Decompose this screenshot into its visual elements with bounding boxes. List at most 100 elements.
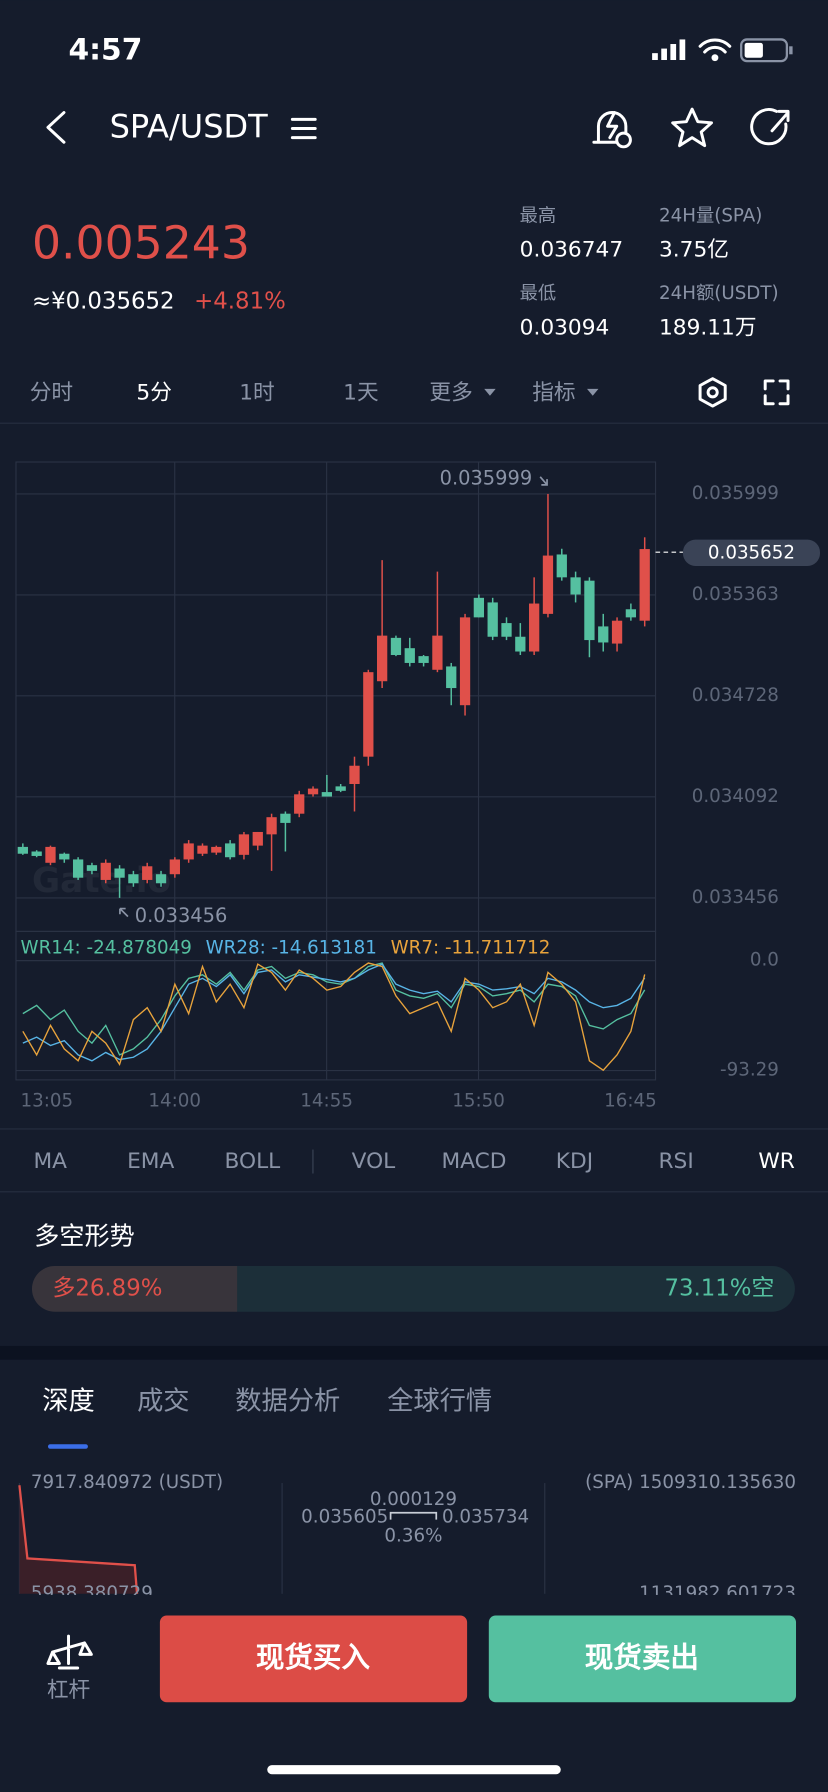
candle-body [363, 672, 374, 757]
pair-title[interactable]: SPA/USDT [110, 108, 268, 146]
fullscreen-icon[interactable] [763, 379, 790, 406]
x-tick-label: 13:05 [21, 1091, 74, 1112]
short-label: 73.11%空 [664, 1275, 774, 1301]
candle-body [142, 866, 153, 880]
timeframe-tab[interactable]: 指标 [532, 380, 575, 405]
candle-body [155, 874, 167, 884]
depth-buy-total: 7917.840972 (USDT) [31, 1472, 223, 1493]
indicator-line [22, 963, 646, 1062]
x-tick-label: 15:50 [452, 1091, 505, 1112]
timeframe-tab[interactable]: 1天 [343, 380, 379, 405]
timeframe-tab[interactable]: 分时 [30, 380, 73, 405]
y-tick-label: 0.035363 [692, 584, 779, 605]
stat-label: 最低 [520, 283, 557, 304]
timeframe-tab[interactable]: 5分 [136, 380, 172, 405]
candle-body [501, 623, 512, 637]
candle-body [252, 831, 263, 846]
candle-body [100, 862, 111, 880]
long-label: 多26.89% [53, 1275, 163, 1301]
section-tab[interactable]: 成交 [137, 1386, 190, 1416]
stat-value: 0.03094 [520, 315, 610, 340]
candle-body [376, 635, 388, 682]
depth-chart [18, 1483, 546, 1594]
y-tick-label: 0.033456 [692, 887, 779, 908]
candle-body [321, 792, 332, 797]
pair-menu-icon[interactable] [290, 117, 317, 140]
y-tick-label: -93.29 [720, 1060, 779, 1081]
indicator-line [22, 962, 646, 1056]
chart-frame [15, 461, 657, 1081]
y-tick-label: 0.034728 [692, 685, 779, 706]
candle-body [72, 859, 84, 878]
candle-body [86, 865, 98, 871]
candle-body [432, 635, 443, 670]
buy-label[interactable]: 现货买入 [256, 1640, 371, 1674]
leverage-label[interactable]: 杠杆 [47, 1678, 90, 1703]
alert-icon[interactable] [592, 111, 632, 149]
depth-spread: 0.000129 [370, 1489, 457, 1510]
legend-entry: WR14: -24.878049 [21, 938, 192, 959]
candle-body [266, 817, 277, 835]
low-annotation: 0.033456 [135, 904, 228, 927]
candle-body [349, 765, 360, 784]
section-tab[interactable]: 深度 [42, 1386, 95, 1416]
favorite-icon[interactable] [671, 107, 713, 148]
indicator-tab[interactable]: RSI [658, 1149, 693, 1174]
indicator-tab[interactable]: KDJ [556, 1149, 593, 1174]
candle-body [114, 868, 125, 878]
indicator-tab[interactable]: VOL [352, 1149, 396, 1174]
candle-body [418, 656, 429, 663]
x-tick-label: 16:45 [604, 1091, 657, 1112]
sell-label[interactable]: 现货卖出 [585, 1640, 699, 1674]
buy-button[interactable] [159, 1615, 468, 1703]
indicator-tab[interactable]: WR [758, 1149, 795, 1174]
legend-entry: WR28: -14.613181 [206, 938, 377, 959]
candle-body [459, 617, 471, 706]
share-icon[interactable] [750, 108, 790, 146]
y-tick-label: 0.034092 [692, 786, 779, 807]
candle-body [570, 577, 581, 595]
settings-icon[interactable] [698, 377, 727, 408]
candle-body [625, 609, 637, 618]
indicator-line [22, 962, 646, 1072]
sentiment-title: 多空形势 [34, 1221, 134, 1250]
stat-label: 24H额(USDT) [659, 283, 779, 304]
candle-body [515, 636, 526, 652]
timeframe-tab[interactable]: 更多 [429, 380, 472, 405]
section-gap [0, 1345, 828, 1360]
indicator-tab[interactable]: EMA [127, 1149, 174, 1174]
candle-body [335, 786, 346, 791]
candle-body [404, 648, 415, 663]
candle-body [542, 555, 554, 614]
candle-body [45, 846, 56, 863]
back-button[interactable] [46, 111, 66, 144]
section-tab[interactable]: 数据分析 [235, 1386, 340, 1416]
candle-body [59, 853, 70, 860]
dropdown-caret [484, 388, 496, 396]
legend-entry: WR7: -11.711712 [391, 938, 551, 959]
y-tick-label: 0.0 [750, 950, 779, 971]
indicator-tab[interactable]: MACD [441, 1149, 506, 1174]
candle-body [280, 813, 291, 823]
candle-body [183, 843, 194, 860]
candle-body [390, 637, 402, 656]
sentiment-bar [31, 1266, 795, 1312]
timeframe-tab[interactable]: 1时 [239, 380, 275, 405]
indicator-tab[interactable]: MA [33, 1149, 67, 1174]
depth-spread-pct: 0.36% [384, 1526, 442, 1547]
candle-body [446, 666, 457, 689]
leverage-icon[interactable] [46, 1634, 93, 1670]
cny-price: ≈¥0.035652 [32, 289, 175, 315]
candle-body [556, 554, 567, 578]
section-tab[interactable]: 全球行情 [387, 1386, 492, 1416]
home-indicator [267, 1765, 561, 1775]
candle-body [307, 788, 319, 795]
indicator-tab[interactable]: BOLL [225, 1149, 281, 1174]
candle-body [487, 602, 498, 637]
stat-label: 24H量(SPA) [659, 205, 762, 226]
depth-ask: 0.035734 [442, 1506, 529, 1527]
tab-underline [47, 1444, 88, 1449]
y-tick-label: 0.035999 [692, 483, 779, 504]
sell-button[interactable] [488, 1615, 797, 1703]
